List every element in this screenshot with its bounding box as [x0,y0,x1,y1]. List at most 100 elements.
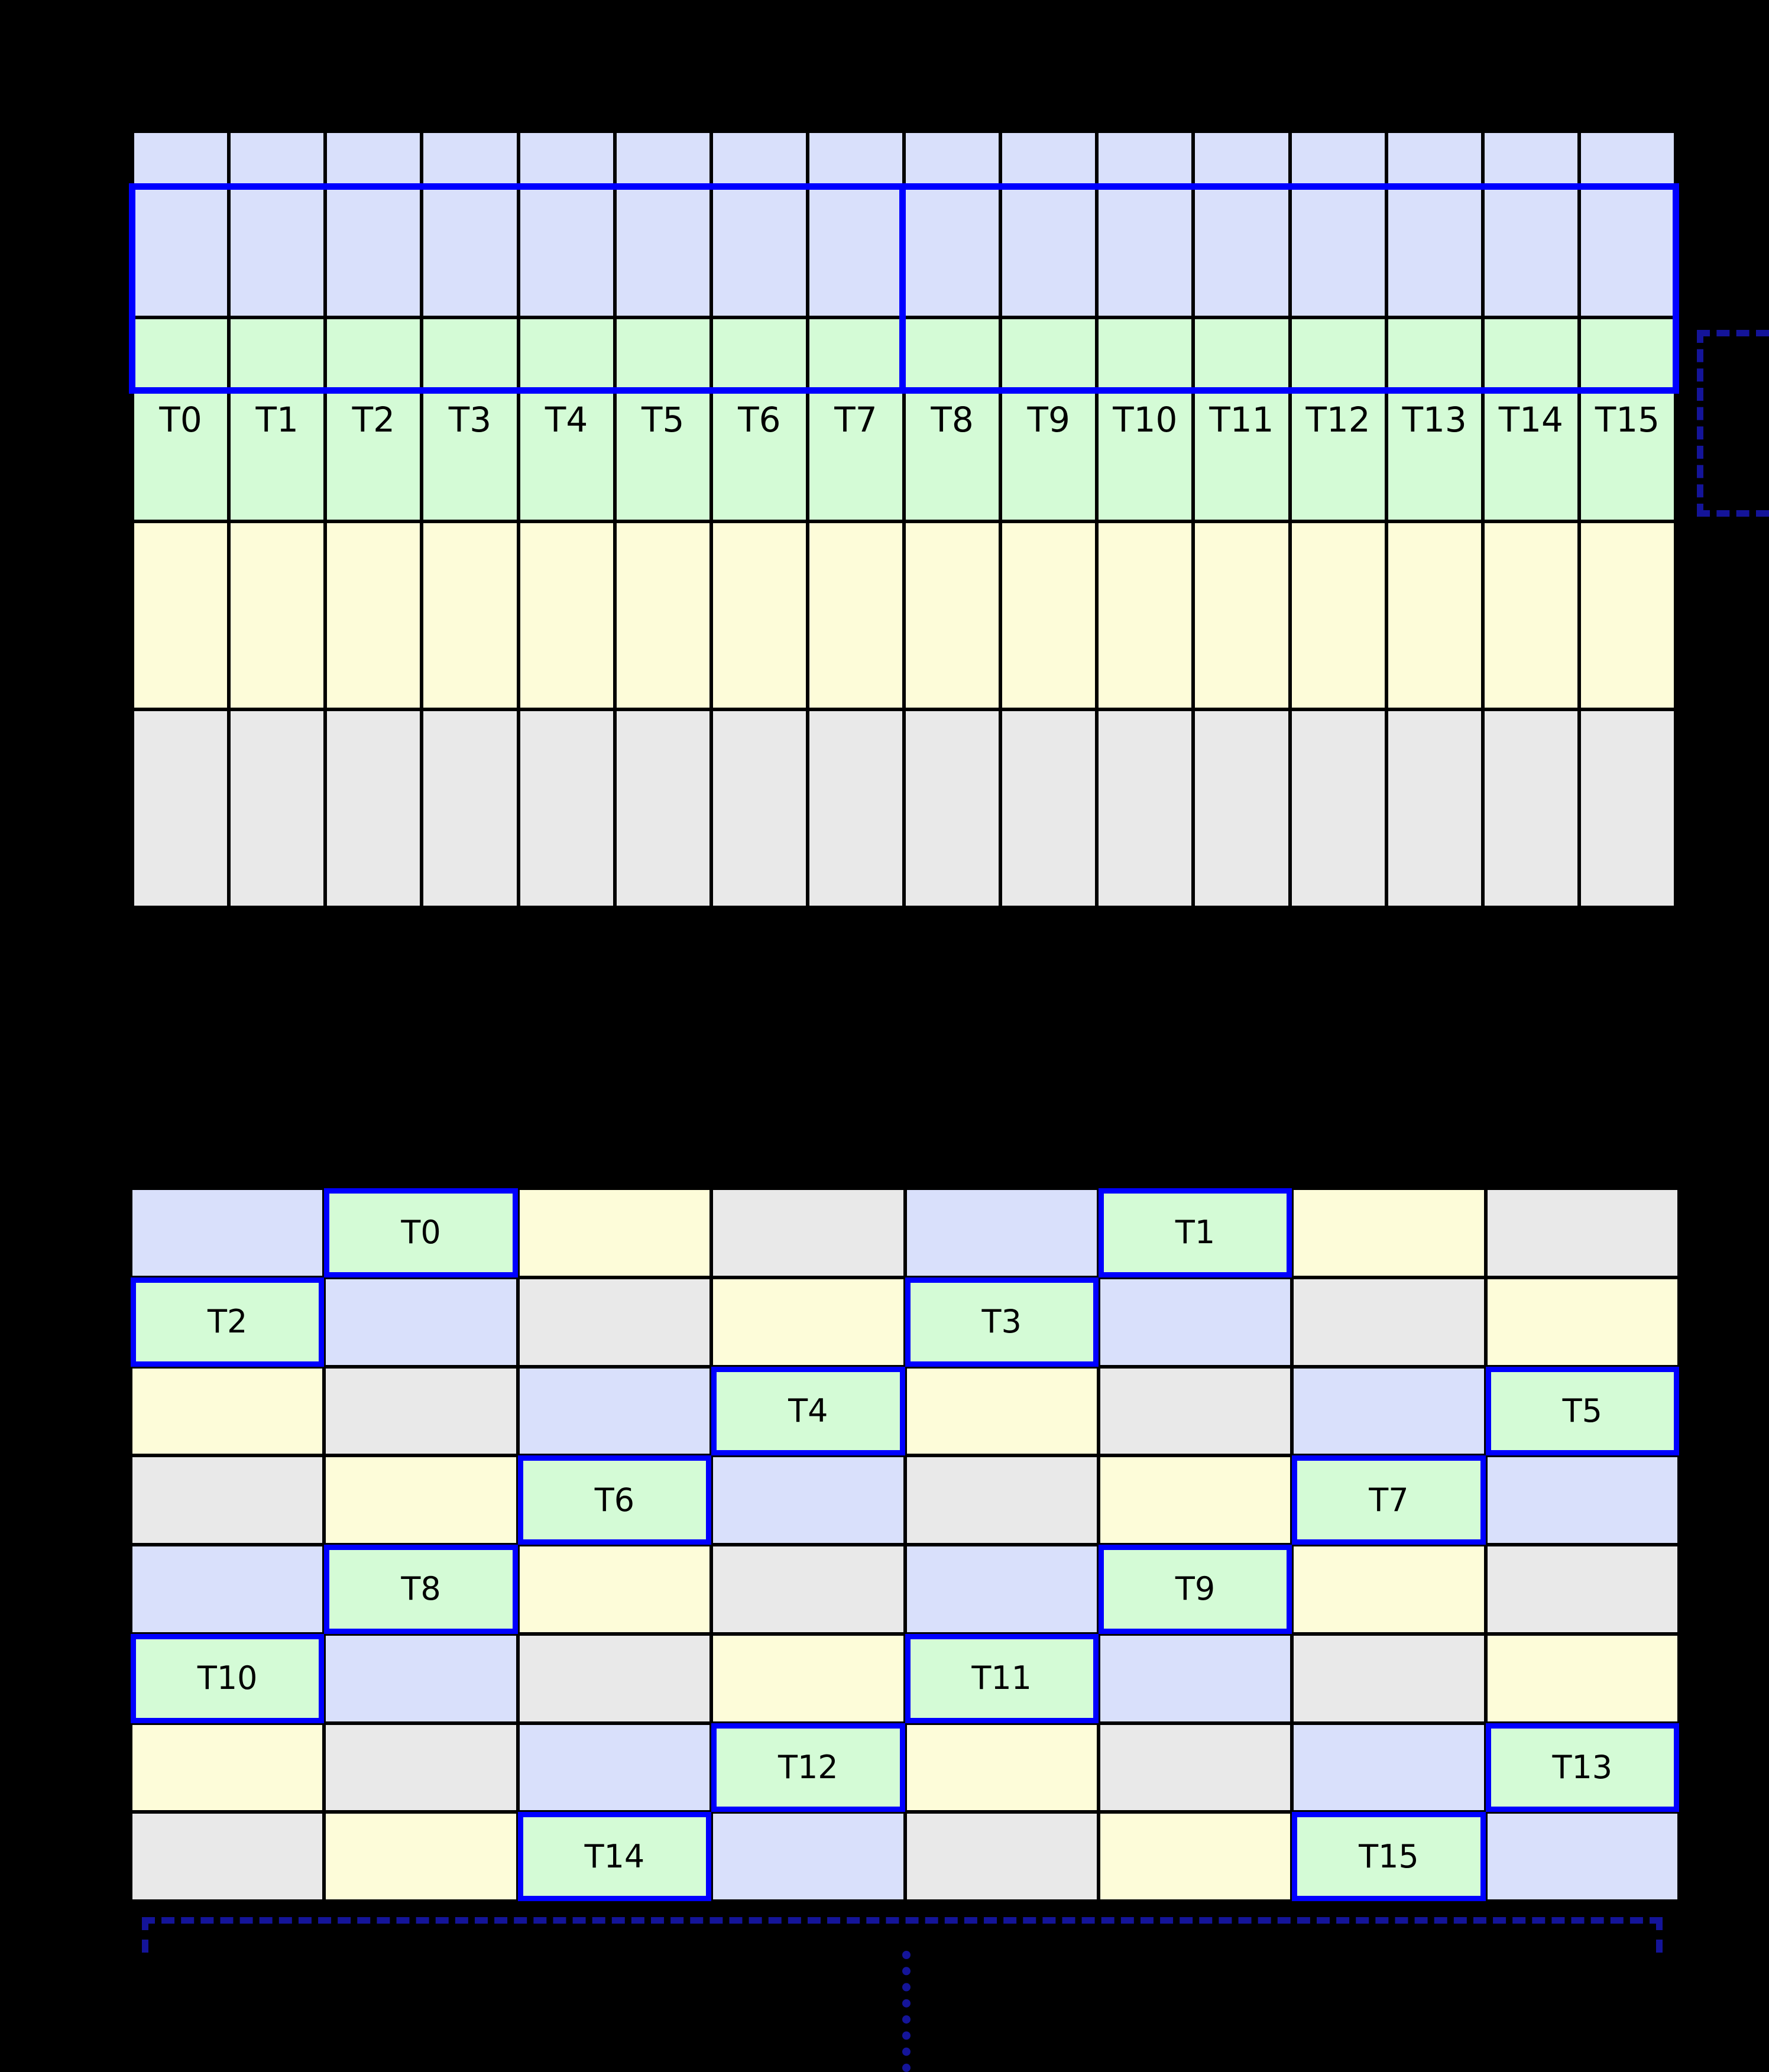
bottom-grid-cell-yellow [1485,1277,1679,1367]
top-grid-cell-yellow [807,521,904,709]
top-grid-cell-blue [1000,131,1097,317]
bottom-grid-cell-yellow [1485,1633,1679,1723]
top-grid-thread-cell: T5 [614,317,711,521]
top-grid-row-yellow [132,521,1676,709]
bottom-grid-cell-blue [1098,1633,1292,1723]
top-grid-thread-cell: T8 [904,317,1001,521]
bottom-grid-cell-blue [324,1633,518,1723]
bottom-grid-cell-blue [517,1723,712,1812]
top-grid-cell-gray [1579,709,1676,907]
bottom-grid-cell-blue [905,1545,1099,1634]
bottom-grid-thread-cell: T3 [905,1277,1099,1367]
top-grid-cell-gray [229,709,326,907]
bottom-grid-thread-cell: T5 [1485,1366,1679,1456]
top-grid-cell-yellow [1482,521,1579,709]
top-grid-cell-blue [1290,131,1386,317]
top-grid-thread-cell: T3 [422,317,519,521]
bottom-grid-thread-cell: T11 [905,1633,1099,1723]
bottom-grid-cell-yellow [1098,1455,1292,1545]
top-grid-cell-yellow [1579,521,1676,709]
top-grid-cell-yellow [1193,521,1290,709]
top-grid-cell-blue [518,131,615,317]
bottom-grid-cell-blue [131,1188,325,1277]
top-grid-cell-gray [614,709,711,907]
top-grid-row-green: T0 T1 T2 T3 T4 T5 T6 T7 T8 T9 T10 T11 T12 T13 T14 T15 [132,317,1676,521]
bottom-grid-cell-blue [1292,1366,1486,1456]
top-grid-cell-gray [1290,709,1386,907]
top-grid-cell-yellow [518,521,615,709]
top-grid-cell-yellow [132,521,229,709]
top-grid-cell-yellow [1000,521,1097,709]
bottom-grid-cell-yellow [1098,1812,1292,1901]
top-grid-cell-yellow [904,521,1001,709]
bracket-vertical-line [1697,330,1703,517]
top-grid-cell-gray [807,709,904,907]
bottom-grid-cell-gray [905,1455,1099,1545]
top-grid-cell-blue [1386,131,1483,317]
top-grid-cell-blue [711,131,808,317]
bottom-grid-thread-cell: T2 [131,1277,325,1367]
bottom-grid-cell-blue [131,1545,325,1634]
bottom-grid-cell-gray [711,1188,905,1277]
bottom-grid-thread-cell: T0 [324,1188,518,1277]
top-grid-thread-cell: T13 [1386,317,1483,521]
bottom-grid-cell-gray [131,1455,325,1545]
bottom-grid-cell-gray [1098,1366,1292,1456]
bottom-grid-thread-cell: T8 [324,1545,518,1634]
top-grid-cell-gray [1193,709,1290,907]
bottom-grid-thread-cell: T4 [711,1366,905,1456]
bottom-grid-cell-yellow [711,1277,905,1367]
top-grid-cell-gray [1386,709,1483,907]
bottom-grid-cell-yellow [517,1545,712,1634]
bottom-grid-cell-gray [517,1277,712,1367]
bottom-grid-thread-cell: T6 [517,1455,712,1545]
bottom-grid-cell-yellow [1292,1188,1486,1277]
bottom-grid-thread-cell: T13 [1485,1723,1679,1812]
bottom-grid-cell-yellow [711,1633,905,1723]
top-grid-cell-yellow [614,521,711,709]
bottom-grid-cell-blue [1485,1812,1679,1901]
top-grid-cell-blue [1482,131,1579,317]
top-grid-cell-gray [132,709,229,907]
top-grid-cell-gray [325,709,422,907]
top-grid-thread-cell: T12 [1290,317,1386,521]
bottom-grid-cell-yellow [517,1188,712,1277]
bottom-grid-cell-gray [1485,1545,1679,1634]
bottom-grid-cell-blue [711,1455,905,1545]
bottom-grid-cell-yellow [1292,1545,1486,1634]
bracket-horizontal-line [142,1917,1663,1924]
bottom-grid-cell-gray [905,1812,1099,1901]
bottom-grid-thread-cell: T12 [711,1723,905,1812]
top-grid-thread-cell: T0 [132,317,229,521]
bottom-grid-cell-yellow [324,1455,518,1545]
top-grid-cell-gray [904,709,1001,907]
bottom-grid-cell-blue [905,1188,1099,1277]
bottom-grid-dashed-bracket [142,1917,1663,1953]
top-grid-cell-yellow [229,521,326,709]
bracket-left-tick [142,1917,148,1953]
top-grid-thread-cell: T6 [711,317,808,521]
top-grid: T0 T1 T2 T3 T4 T5 T6 T7 T8 T9 T10 T11 T12 T13 T14 T15 [132,131,1676,907]
top-grid-cell-blue [904,131,1001,317]
bottom-grid-cell-blue [1098,1277,1292,1367]
bottom-grid-thread-cell: T1 [1098,1188,1292,1277]
top-grid-cell-gray [1097,709,1194,907]
top-grid-thread-cell: T9 [1000,317,1097,521]
top-grid-thread-cell: T4 [518,317,615,521]
top-grid-cell-yellow [711,521,808,709]
top-grid-thread-cell: T11 [1193,317,1290,521]
bottom-grid-cell-yellow [905,1723,1099,1812]
bottom-grid-cell-blue [517,1366,712,1456]
top-grid-cell-blue [1579,131,1676,317]
bottom-grid-cell-gray [1292,1277,1486,1367]
top-grid-thread-cell: T1 [229,317,326,521]
bottom-grid-cell-gray [711,1545,905,1634]
top-grid-thread-cell: T14 [1482,317,1579,521]
top-grid-cell-gray [711,709,808,907]
top-grid-cell-blue [807,131,904,317]
bottom-grid-cell-blue [324,1277,518,1367]
bottom-grid-cell-yellow [131,1723,325,1812]
top-grid-cell-blue [132,131,229,317]
bottom-grid-thread-cell: T7 [1292,1455,1486,1545]
bottom-grid-cell-gray [517,1633,712,1723]
